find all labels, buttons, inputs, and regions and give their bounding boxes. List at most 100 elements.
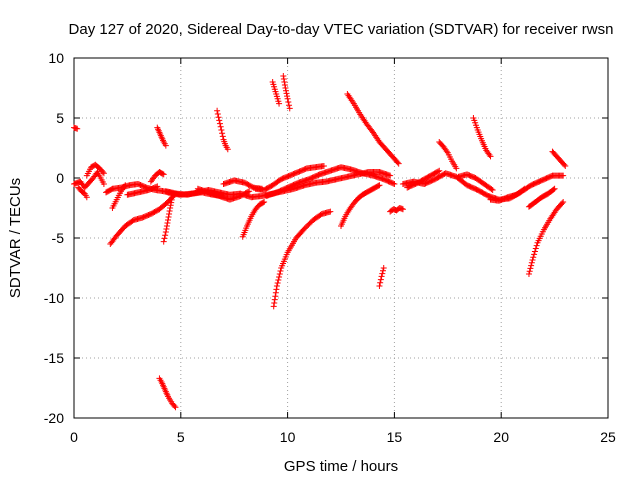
series-arc-28 (404, 167, 443, 191)
series-arc-17 (239, 199, 268, 240)
data-point (390, 180, 397, 187)
x-tick-label: 5 (177, 429, 185, 445)
data-point (285, 99, 292, 105)
series-arc-07 (109, 182, 129, 211)
data-point (260, 199, 267, 206)
data-point (167, 202, 174, 209)
data-point (527, 265, 534, 272)
data-point (168, 196, 175, 203)
data-point (164, 220, 171, 226)
data-point (261, 199, 268, 205)
data-point (162, 229, 169, 235)
series-arc-33 (525, 199, 567, 277)
data-point (270, 303, 277, 310)
data-point (215, 114, 222, 121)
data-point (168, 199, 175, 206)
data-point (272, 293, 279, 300)
data-points (71, 73, 569, 411)
series-arc-32 (487, 185, 528, 204)
data-point (327, 208, 334, 215)
data-point (244, 188, 251, 195)
y-tick-label: -5 (52, 230, 65, 246)
data-point (281, 82, 288, 88)
data-point (246, 188, 253, 195)
axis-ticks: 0 5 10 15 20 25 -20 -15 -10 -5 0 5 10 (44, 50, 616, 445)
data-point (216, 120, 223, 127)
series-arc-21 (270, 208, 334, 310)
data-point (559, 200, 566, 207)
data-point (281, 79, 288, 85)
data-point (273, 283, 280, 289)
data-point (286, 105, 293, 112)
y-tick-label: 0 (56, 170, 64, 186)
data-point (399, 206, 406, 213)
series-arc-01 (71, 124, 81, 132)
series-arc-02 (71, 169, 107, 191)
data-point (284, 93, 291, 100)
data-point (154, 183, 161, 190)
data-point (531, 248, 538, 255)
data-point (217, 123, 224, 130)
data-point (274, 280, 281, 286)
plot-frame (73, 57, 609, 419)
y-tick-label: -20 (44, 410, 64, 426)
data-point (533, 242, 540, 249)
data-point (99, 169, 106, 175)
data-point (488, 186, 495, 193)
data-point (224, 146, 231, 153)
data-point (521, 185, 528, 192)
data-point (387, 172, 394, 179)
series-arc-10 (154, 124, 169, 149)
data-point (280, 76, 287, 82)
series-arc-24 (344, 91, 402, 167)
data-point (394, 159, 401, 166)
data-point (435, 168, 442, 175)
data-point (218, 127, 225, 133)
data-point (489, 187, 496, 193)
data-point (153, 183, 160, 190)
data-point (122, 182, 129, 189)
data-point (83, 194, 90, 201)
data-point (560, 172, 567, 179)
data-point (528, 262, 535, 269)
data-point (163, 223, 170, 229)
data-point (165, 214, 172, 220)
data-point (74, 125, 81, 132)
data-point (391, 181, 398, 187)
data-point (276, 271, 283, 277)
data-point (436, 167, 443, 174)
data-point (378, 273, 385, 280)
data-point (276, 100, 283, 107)
data-point (164, 217, 171, 223)
series-arc-09 (147, 169, 167, 185)
data-point (166, 211, 173, 217)
data-point (531, 251, 538, 258)
data-point (562, 163, 569, 169)
data-point (219, 133, 226, 140)
data-point (275, 277, 282, 283)
series-arc-35 (549, 148, 569, 169)
chart-title: Day 127 of 2020, Sidereal Day-to-day VTE… (69, 21, 614, 38)
series-arc-30 (470, 115, 494, 160)
x-tick-label: 0 (70, 429, 78, 445)
data-point (525, 271, 532, 277)
series-arc-34 (525, 185, 558, 210)
data-point (162, 232, 169, 239)
data-point (273, 286, 280, 293)
series-arc-15 (194, 185, 253, 203)
series-arc-08 (124, 183, 161, 198)
data-point (487, 153, 494, 160)
data-point (214, 107, 221, 114)
data-point (529, 257, 536, 263)
data-point (166, 208, 173, 214)
y-tick-label: -15 (44, 350, 64, 366)
data-point (376, 283, 383, 289)
data-point (551, 185, 558, 192)
series-arc-14 (214, 107, 231, 153)
series-arc-26 (387, 205, 406, 215)
x-tick-label: 20 (493, 429, 509, 445)
data-point (530, 254, 537, 261)
data-point (271, 300, 278, 306)
data-point (283, 90, 290, 97)
